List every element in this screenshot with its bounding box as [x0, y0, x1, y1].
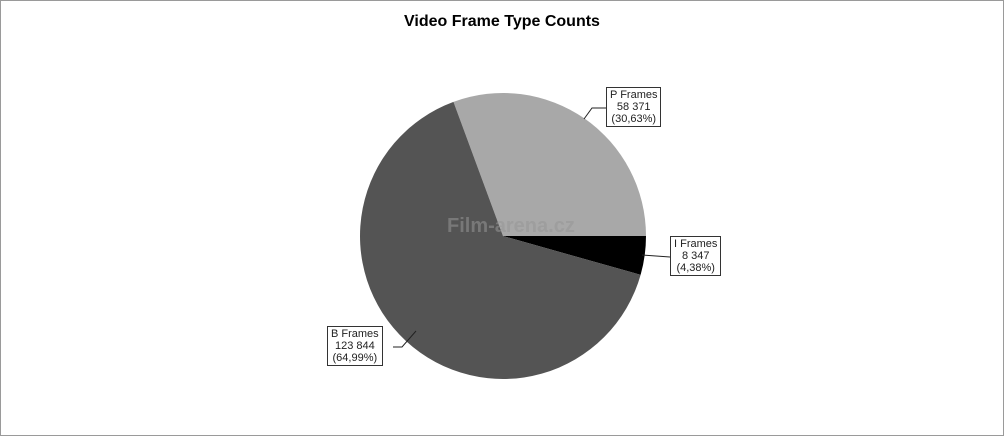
leader-line-0 [583, 107, 606, 120]
slice-name: B Frames [331, 328, 379, 340]
leader-line-2 [393, 330, 417, 348]
label-b-frames: B Frames 123 844 (64,99%) [327, 326, 383, 366]
pie-slice-i-frames [503, 236, 646, 275]
leader-line-1 [641, 254, 671, 258]
pie-slice-b-frames [360, 101, 641, 379]
slice-value: 123 844 [334, 340, 375, 352]
pie-slice-p-frames [453, 93, 646, 236]
slice-percent: (64,99%) [332, 352, 378, 364]
label-p-frames: P Frames 58 371 (30,63%) [606, 87, 662, 127]
slice-value: 8 347 [681, 250, 710, 262]
slice-name: P Frames [610, 89, 658, 101]
label-i-frames: I Frames 8 347 (4,38%) [670, 236, 722, 276]
chart-title: Video Frame Type Counts [404, 13, 600, 30]
slice-percent: (4,38%) [676, 262, 715, 274]
slice-value: 58 371 [616, 101, 651, 113]
slice-name: I Frames [674, 238, 718, 250]
watermark: Film-arena.cz [447, 215, 575, 237]
slice-percent: (30,63%) [611, 113, 657, 125]
